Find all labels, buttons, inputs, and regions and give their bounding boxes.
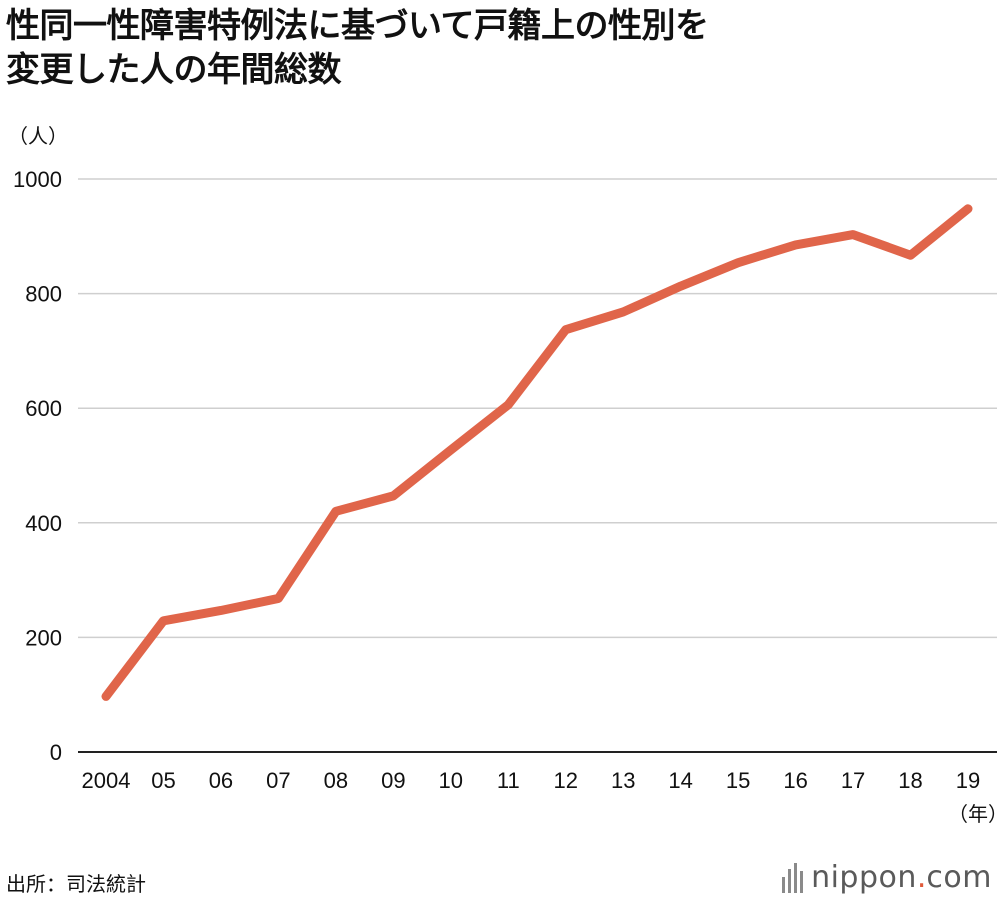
x-tick-label: 15 [726, 768, 750, 793]
x-tick-label: 08 [324, 768, 348, 793]
y-tick-label: 1000 [13, 167, 62, 192]
series-line-group [101, 204, 973, 701]
x-axis-ticks: 2004 05 06 07 08 09 10 11 12 13 14 15 16 17 18 19 [82, 768, 981, 793]
x-tick-label: 18 [898, 768, 922, 793]
logo-domain: com [926, 860, 992, 895]
source-note: 出所：司法統計 [6, 872, 146, 896]
y-tick-label: 400 [25, 511, 62, 536]
x-tick-label: 14 [668, 768, 692, 793]
x-tick-label: 06 [209, 768, 233, 793]
logo-word: nippon [811, 860, 917, 895]
nippon-com-logo: nippon. com [782, 860, 992, 895]
x-tick-label: 09 [381, 768, 405, 793]
x-tick-label: 12 [553, 768, 577, 793]
y-tick-label: 800 [25, 282, 62, 307]
logo-dot: . [916, 860, 927, 895]
x-tick-label: 17 [841, 768, 865, 793]
x-tick-label: 05 [151, 768, 175, 793]
x-tick-label: 2004 [82, 768, 131, 793]
y-axis-unit-label: （人） [8, 124, 68, 148]
x-axis-unit-label: （年） [948, 802, 1000, 826]
y-axis-ticks: 0 200 400 600 800 1000 [13, 167, 62, 765]
title-line-2: 変更した人の年間総数 [6, 50, 342, 90]
x-tick-label: 10 [439, 768, 463, 793]
chart-title: 性同一性障害特例法に基づいて戸籍上の性別を 変更した人の年間総数 [6, 4, 906, 92]
y-tick-label: 200 [25, 625, 62, 650]
x-tick-label: 07 [266, 768, 290, 793]
y-tick-label: 600 [25, 396, 62, 421]
grid-lines [78, 178, 997, 753]
series-line [101, 204, 973, 701]
title-line-1: 性同一性障害特例法に基づいて戸籍上の性別を [6, 6, 709, 46]
logo-bars-icon [782, 862, 804, 893]
x-tick-label: 11 [497, 768, 520, 793]
x-tick-label: 19 [956, 768, 980, 793]
x-tick-label: 16 [783, 768, 807, 793]
x-tick-label: 13 [611, 768, 635, 793]
y-tick-label: 0 [50, 740, 62, 765]
